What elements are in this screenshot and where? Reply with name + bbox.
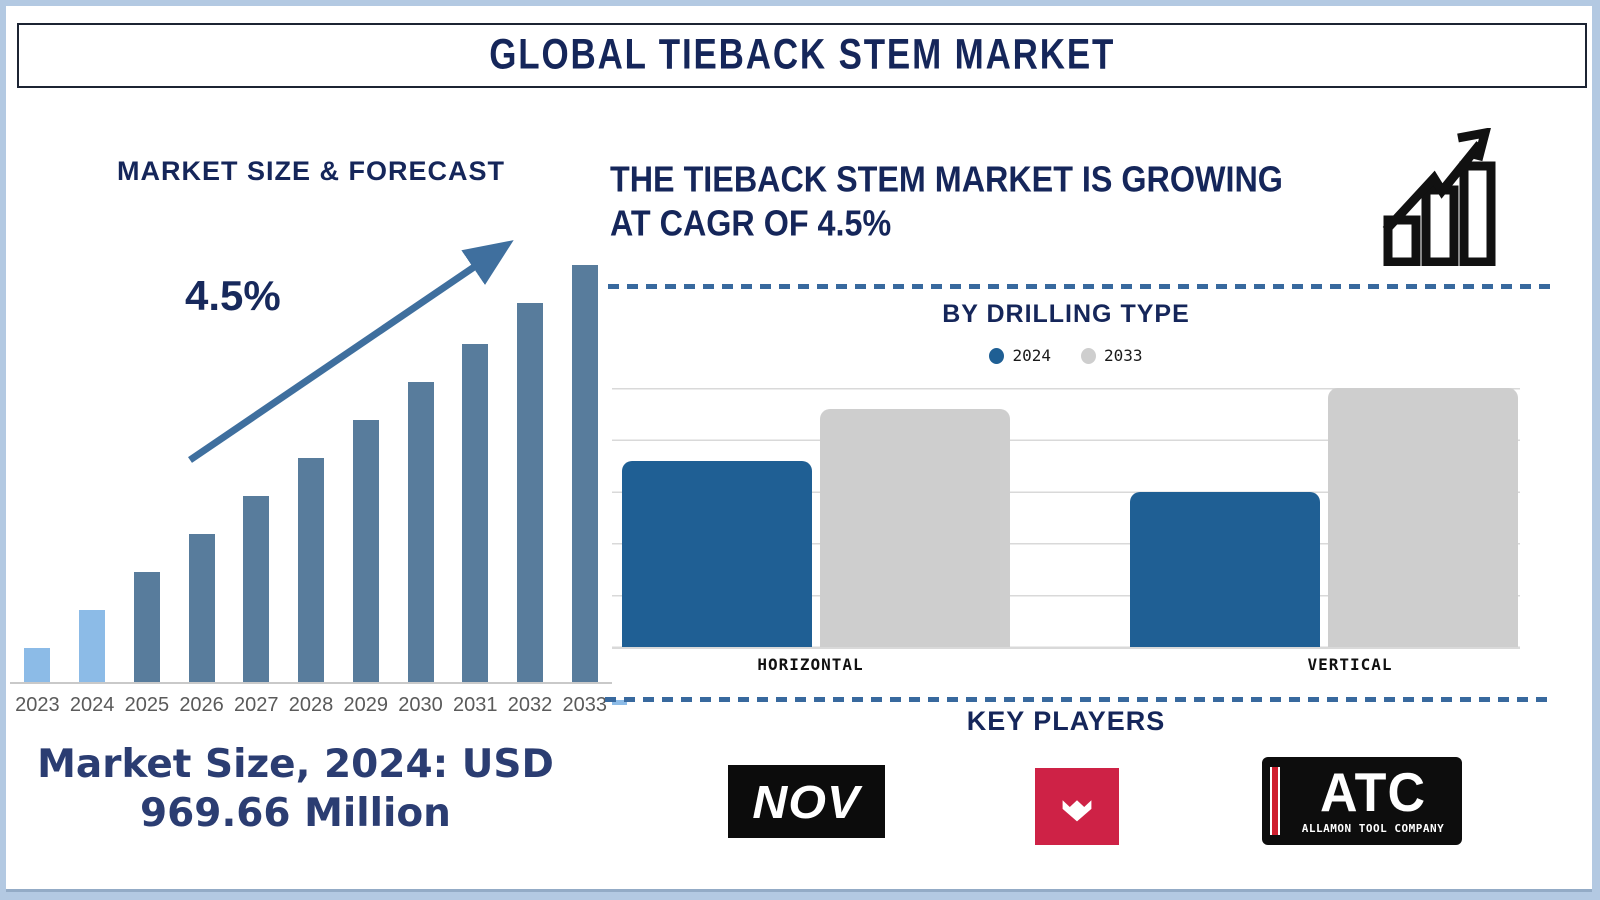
bar-column-2029	[338, 265, 393, 682]
title-box: GLOBAL TIEBACK STEM MARKET	[17, 23, 1587, 88]
bar-2025	[133, 572, 160, 682]
x-tick-2025: 2025	[124, 694, 170, 716]
x-tick-2026: 2026	[179, 694, 224, 716]
legend-item-2033: 2033	[1081, 346, 1143, 365]
category-label-vertical: VERTICAL	[1307, 655, 1393, 674]
bar-horizontal-2033	[820, 409, 1010, 647]
bar-2026	[188, 534, 215, 682]
x-tick-2030: 2030	[398, 694, 443, 716]
bar-2032	[516, 303, 543, 682]
page-title: GLOBAL TIEBACK STEM MARKET	[489, 31, 1115, 79]
w-emblem-icon	[1062, 799, 1092, 821]
market-size-callout: Market Size, 2024: USD 969.66 Million	[13, 740, 578, 838]
bar-chart-rising-arrow-icon	[1382, 128, 1496, 266]
callout-line-2: 969.66 Million	[140, 791, 451, 836]
bar-column-2028	[284, 265, 339, 682]
bar-column-2024	[65, 265, 120, 682]
legend-dot-2024	[989, 347, 1005, 364]
atc-red-stripe	[1270, 767, 1280, 835]
grouped-bar-plot	[612, 388, 1520, 649]
callout-line-1: Market Size, 2024: USD	[37, 742, 554, 787]
nov-wordmark: NOV	[752, 775, 861, 828]
growth-statement: THE TIEBACK STEM MARKET IS GROWING AT CA…	[610, 158, 1380, 246]
legend-label-2024: 2024	[1012, 346, 1051, 365]
x-tick-2023: 2023	[15, 694, 60, 716]
x-axis-labels: 2023 2024 2025 2026 2027 2028 2029 2030 2031 2032…	[10, 694, 612, 717]
logo-atc: ATC ALLAMON TOOL COMPANY	[1262, 757, 1462, 845]
bar-column-2023	[10, 265, 65, 682]
bar-2023	[24, 648, 51, 682]
bar-2030	[407, 382, 434, 682]
bar-2028	[298, 458, 325, 682]
chart-title: MARKET SIZE & FORECAST	[116, 156, 505, 186]
bar-column-2025	[119, 265, 174, 682]
atc-subtitle: ALLAMON TOOL COMPANY	[1301, 821, 1445, 835]
bar-2027	[243, 496, 270, 682]
bar-2029	[352, 420, 379, 682]
bar-column-2026	[174, 265, 229, 682]
dashed-divider-top	[608, 284, 1556, 289]
legend-label-2033: 2033	[1104, 346, 1143, 365]
chart-title: BY DRILLING TYPE	[942, 300, 1190, 328]
atc-wordmark: ATC	[1319, 762, 1426, 823]
bar-column-2031	[448, 265, 503, 682]
trend-arrow-icon	[188, 240, 514, 463]
bar-column-2032	[503, 265, 558, 682]
bar-column-2030	[393, 265, 448, 682]
bar-2031	[462, 344, 489, 682]
x-tick-2027: 2027	[234, 694, 279, 716]
x-tick-2033: 2033	[562, 694, 607, 716]
bar-column-2033	[557, 265, 612, 682]
legend-item-2024: 2024	[989, 346, 1051, 365]
legend-dot-2033	[1081, 347, 1096, 364]
growth-statement-line-2: AT CAGR OF 4.5%	[610, 204, 892, 244]
bar-column-2027	[229, 265, 284, 682]
x-tick-2029: 2029	[343, 694, 389, 716]
x-tick-2028: 2028	[288, 694, 334, 716]
key-players-title: KEY PLAYERS	[966, 706, 1166, 736]
bar-vertical-2024	[1130, 492, 1320, 647]
bar-2024	[79, 610, 106, 682]
x-tick-2031: 2031	[452, 694, 498, 716]
cagr-annotation: 4.5%	[185, 272, 281, 319]
bar-vertical-2033	[1328, 388, 1518, 647]
x-tick-2024: 2024	[69, 694, 115, 716]
category-label-horizontal: HORIZONTAL	[757, 655, 864, 674]
chart-legend: 2024 2033	[612, 346, 1520, 365]
growth-statement-line-1: THE TIEBACK STEM MARKET IS GROWING	[610, 160, 1283, 200]
bar-horizontal-2024	[622, 461, 812, 647]
legend-dash-artifact	[612, 700, 627, 705]
bar-plot	[10, 265, 612, 684]
bar-2033	[571, 265, 598, 682]
x-tick-2032: 2032	[507, 694, 553, 716]
logo-nov: NOV	[728, 765, 885, 838]
dashed-divider-bottom	[605, 697, 1555, 702]
logo-red-w-emblem	[1035, 768, 1119, 845]
category-labels: HORIZONTAL VERTICAL	[612, 655, 1520, 677]
market-size-forecast-chart: MARKET SIZE & FORECAST 4.5% 2023 2024 2025…	[10, 120, 612, 740]
